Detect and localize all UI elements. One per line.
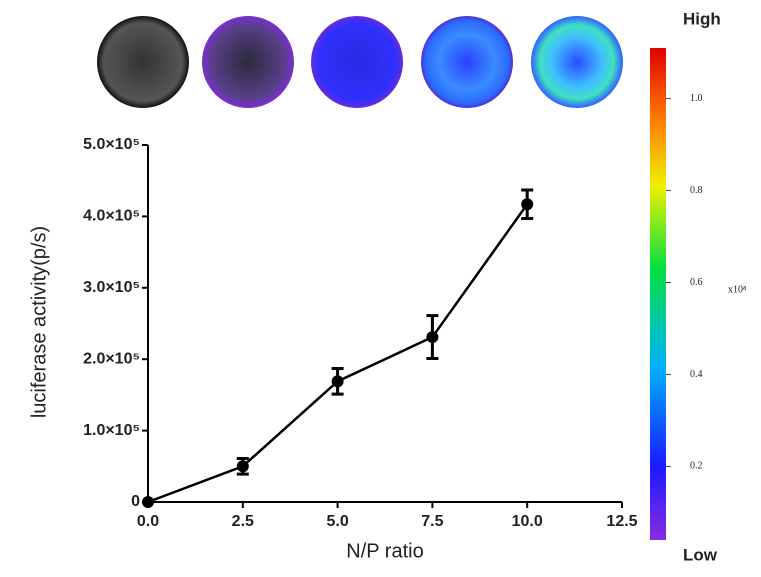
- colorbar-tick-label: 0.4: [690, 369, 703, 380]
- line: [148, 204, 527, 502]
- colorbar-unit: x10⁸: [728, 284, 747, 295]
- x-tick-label: 0.0: [137, 513, 159, 530]
- point: [237, 460, 249, 472]
- point: [332, 375, 344, 387]
- colorbar: [650, 48, 666, 540]
- well-image: [531, 16, 623, 108]
- point: [521, 198, 533, 210]
- point: [142, 496, 154, 508]
- colorbar-tick-label: 0.8: [690, 185, 703, 196]
- colorbar-high: High: [683, 9, 721, 28]
- x-axis-label: N/P ratio: [346, 540, 423, 562]
- well-image: [97, 16, 189, 108]
- y-tick-label: 3.0×10⁵: [83, 279, 140, 296]
- well-image: [421, 16, 513, 108]
- x-tick-label: 10.0: [512, 513, 543, 530]
- chart: N/P ratio luciferase activity(p/s) High …: [0, 0, 761, 577]
- well-image: [311, 16, 403, 108]
- x-tick-label: 7.5: [421, 513, 443, 530]
- point: [426, 331, 438, 343]
- x-tick-label: 5.0: [326, 513, 348, 530]
- x-tick-label: 2.5: [232, 513, 254, 530]
- y-tick-label: 1.0×10⁵: [83, 422, 140, 439]
- y-tick-label: 2.0×10⁵: [83, 350, 140, 367]
- x-tick-label: 12.5: [606, 513, 637, 530]
- colorbar-tick-label: 1.0: [690, 93, 703, 104]
- colorbar-tick-label: 0.2: [690, 461, 703, 472]
- y-axis-label: luciferase activity(p/s): [28, 226, 50, 418]
- y-tick-label: 5.0×10⁵: [83, 136, 140, 153]
- well-image: [202, 16, 294, 108]
- colorbar-tick-label: 0.6: [690, 277, 703, 288]
- y-tick-label: 0: [131, 493, 140, 510]
- colorbar-low: Low: [683, 545, 718, 564]
- y-tick-label: 4.0×10⁵: [83, 208, 140, 225]
